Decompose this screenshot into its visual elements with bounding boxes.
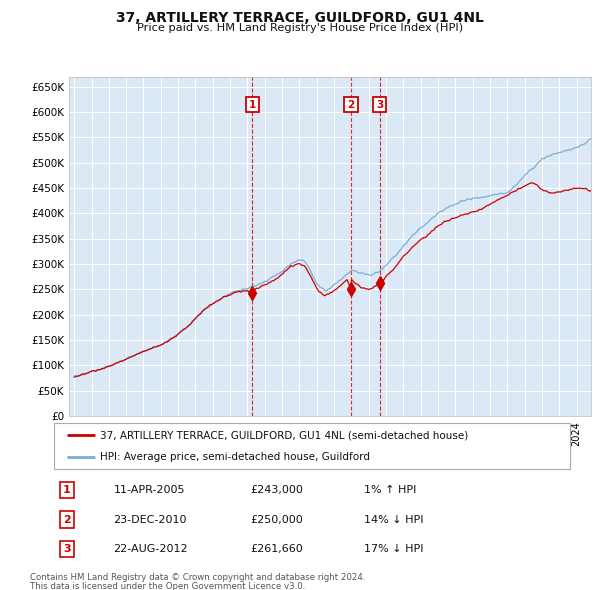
Text: 3: 3 [376, 100, 383, 110]
Text: HPI: Average price, semi-detached house, Guildford: HPI: Average price, semi-detached house,… [100, 451, 370, 461]
Text: This data is licensed under the Open Government Licence v3.0.: This data is licensed under the Open Gov… [30, 582, 305, 590]
Text: Price paid vs. HM Land Registry's House Price Index (HPI): Price paid vs. HM Land Registry's House … [137, 23, 463, 33]
FancyBboxPatch shape [54, 423, 570, 469]
Text: 3: 3 [63, 544, 71, 554]
Text: 14% ↓ HPI: 14% ↓ HPI [364, 514, 423, 525]
Text: 17% ↓ HPI: 17% ↓ HPI [364, 544, 423, 554]
Text: 2: 2 [347, 100, 355, 110]
Text: £261,660: £261,660 [250, 544, 303, 554]
Text: Contains HM Land Registry data © Crown copyright and database right 2024.: Contains HM Land Registry data © Crown c… [30, 573, 365, 582]
Text: 1% ↑ HPI: 1% ↑ HPI [364, 485, 416, 495]
Text: 1: 1 [63, 485, 71, 495]
Text: 37, ARTILLERY TERRACE, GUILDFORD, GU1 4NL (semi-detached house): 37, ARTILLERY TERRACE, GUILDFORD, GU1 4N… [100, 431, 469, 441]
Text: £243,000: £243,000 [250, 485, 303, 495]
Text: 37, ARTILLERY TERRACE, GUILDFORD, GU1 4NL: 37, ARTILLERY TERRACE, GUILDFORD, GU1 4N… [116, 11, 484, 25]
Text: 1: 1 [248, 100, 256, 110]
Text: 22-AUG-2012: 22-AUG-2012 [113, 544, 188, 554]
Text: £250,000: £250,000 [250, 514, 303, 525]
Text: 2: 2 [63, 514, 71, 525]
Text: 11-APR-2005: 11-APR-2005 [113, 485, 185, 495]
Text: 23-DEC-2010: 23-DEC-2010 [113, 514, 187, 525]
